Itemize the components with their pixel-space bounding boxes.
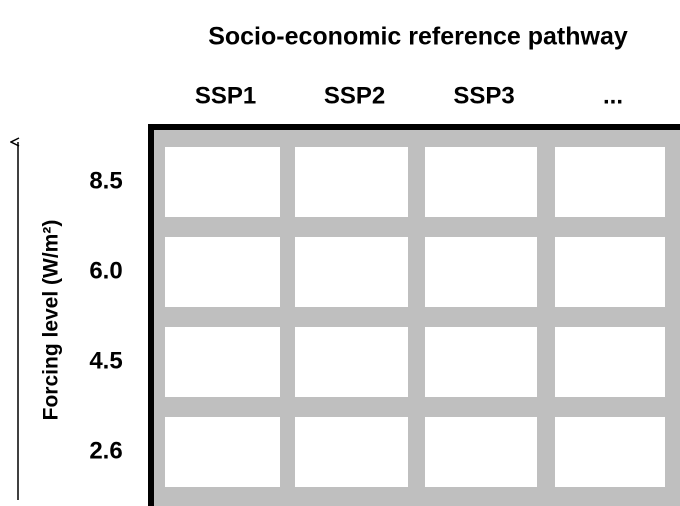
cell <box>165 327 280 397</box>
title: Socio-economic reference pathway <box>208 23 628 51</box>
cell <box>295 417 408 487</box>
cell <box>555 147 665 217</box>
cell <box>425 417 537 487</box>
row-label: 6.0 <box>89 257 122 284</box>
column-label: SSP3 <box>453 82 514 109</box>
y-axis-label: Forcing level (W/m²) <box>40 220 63 421</box>
row-label: 8.5 <box>89 167 122 194</box>
cell <box>295 147 408 217</box>
grid-border-top <box>148 124 680 130</box>
grid-border-left <box>148 124 154 506</box>
cell <box>555 417 665 487</box>
cell <box>555 237 665 307</box>
column-label: SSP1 <box>195 82 256 109</box>
column-label: ... <box>603 82 623 109</box>
cell <box>165 417 280 487</box>
row-label: 2.6 <box>89 437 122 464</box>
cell <box>165 147 280 217</box>
row-label: 4.5 <box>89 347 122 374</box>
cell <box>425 327 537 397</box>
column-label: SSP2 <box>324 82 385 109</box>
cell <box>295 327 408 397</box>
cell <box>295 237 408 307</box>
cell <box>425 147 537 217</box>
cell <box>555 327 665 397</box>
cell <box>165 237 280 307</box>
cell <box>425 237 537 307</box>
